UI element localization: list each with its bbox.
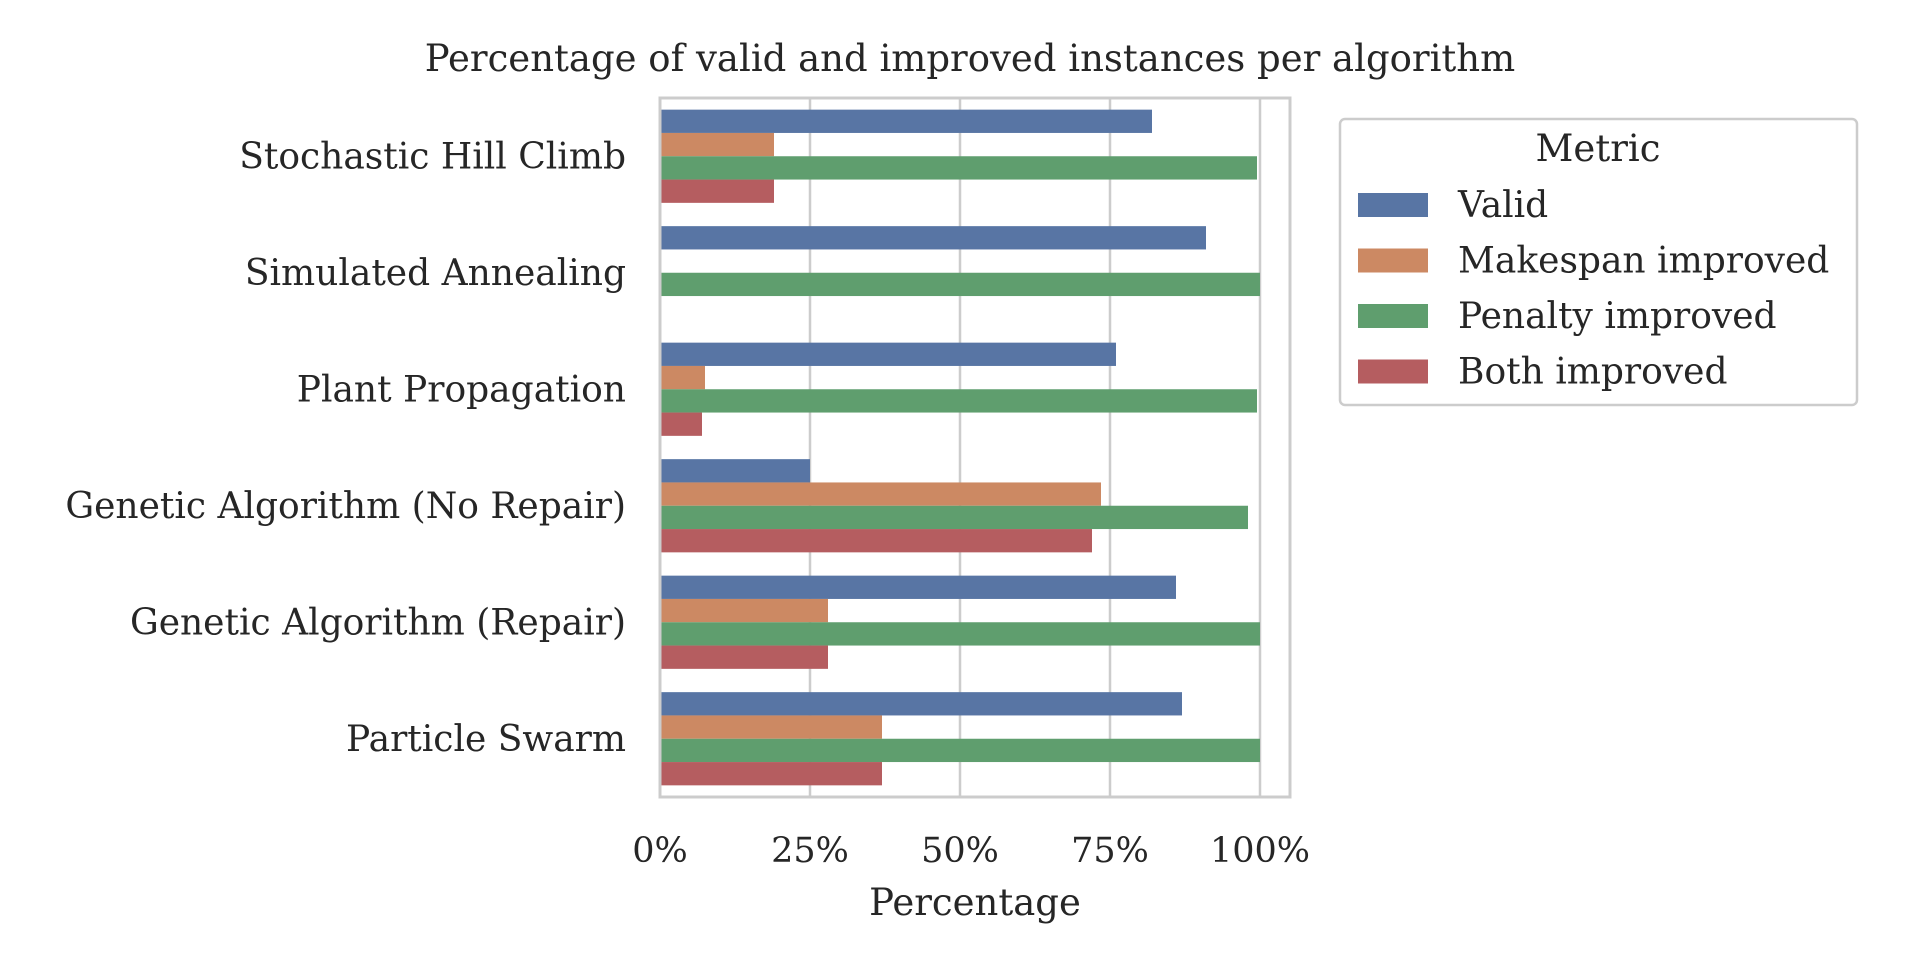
x-tick-label: 75% bbox=[1071, 831, 1149, 871]
x-tick-label: 25% bbox=[771, 831, 849, 871]
bar-both-improved-particle-swarm bbox=[660, 762, 882, 786]
bar-penalty-improved-simulated-annealing bbox=[660, 272, 1260, 297]
bar-both-improved-stochastic-hill-climb bbox=[660, 179, 774, 203]
bar-both-improved-plant-propagation bbox=[660, 412, 702, 436]
bar-penalty-improved-stochastic-hill-climb bbox=[660, 156, 1257, 180]
bar-both-improved-genetic-algorithm-repair bbox=[660, 645, 828, 669]
legend-frame bbox=[1338, 117, 1859, 407]
y-tick-label: Stochastic Hill Climb bbox=[239, 136, 626, 177]
bar-penalty-improved-genetic-algorithm-no-repair bbox=[660, 505, 1248, 530]
x-axis-label: Percentage bbox=[869, 881, 1081, 924]
legend-title: Metric bbox=[1536, 127, 1661, 170]
plot-frame bbox=[658, 96, 1292, 799]
y-tick-label: Genetic Algorithm (No Repair) bbox=[65, 486, 626, 527]
legend-label-both-improved: Both improved bbox=[1458, 352, 1728, 393]
bar-valid-genetic-algorithm-no-repair bbox=[660, 459, 810, 483]
legend: Metric Valid Makespan improved Penalty imp… bbox=[1338, 117, 1859, 407]
bar-valid-stochastic-hill-climb bbox=[660, 109, 1152, 133]
bar-makespan-improved-particle-swarm bbox=[660, 715, 882, 739]
bar-penalty-improved-particle-swarm bbox=[660, 738, 1260, 763]
legend-label-valid: Valid bbox=[1457, 185, 1548, 226]
bar-makespan-improved-genetic-algorithm-repair bbox=[660, 598, 828, 623]
y-tick-labels: Stochastic Hill Climb Simulated Annealing… bbox=[65, 136, 626, 760]
bars bbox=[660, 109, 1260, 786]
bar-valid-plant-propagation bbox=[660, 342, 1116, 366]
x-tick-label: 100% bbox=[1210, 831, 1310, 871]
legend-swatch-valid bbox=[1358, 193, 1428, 217]
x-tick-labels: 0% 25% 50% 75% 100% bbox=[632, 831, 1310, 871]
bar-valid-particle-swarm bbox=[660, 692, 1182, 716]
y-tick-label: Genetic Algorithm (Repair) bbox=[130, 602, 626, 643]
bar-valid-genetic-algorithm-repair bbox=[660, 575, 1176, 599]
y-tick-label: Simulated Annealing bbox=[245, 253, 626, 294]
y-tick-label: Particle Swarm bbox=[346, 719, 626, 760]
legend-swatch-both-improved bbox=[1358, 359, 1428, 384]
bar-penalty-improved-plant-propagation bbox=[660, 389, 1257, 413]
bar-makespan-improved-stochastic-hill-climb bbox=[660, 132, 774, 157]
bar-both-improved-genetic-algorithm-no-repair bbox=[660, 529, 1092, 553]
legend-items: Valid Makespan improved Penalty improved Bo… bbox=[1358, 185, 1829, 393]
legend-label-makespan-improved: Makespan improved bbox=[1458, 241, 1829, 282]
bar-makespan-improved-genetic-algorithm-no-repair bbox=[660, 482, 1101, 506]
y-tick-label: Plant Propagation bbox=[297, 369, 626, 410]
legend-swatch-makespan-improved bbox=[1358, 248, 1428, 273]
x-tick-label: 0% bbox=[632, 831, 688, 871]
legend-swatch-penalty-improved bbox=[1358, 304, 1428, 328]
bar-makespan-improved-plant-propagation bbox=[660, 365, 705, 390]
x-tick-label: 50% bbox=[921, 831, 999, 871]
bar-penalty-improved-genetic-algorithm-repair bbox=[660, 622, 1260, 646]
chart-title: Percentage of valid and improved instanc… bbox=[425, 37, 1515, 80]
bar-valid-simulated-annealing bbox=[660, 226, 1206, 250]
legend-label-penalty-improved: Penalty improved bbox=[1458, 296, 1777, 337]
